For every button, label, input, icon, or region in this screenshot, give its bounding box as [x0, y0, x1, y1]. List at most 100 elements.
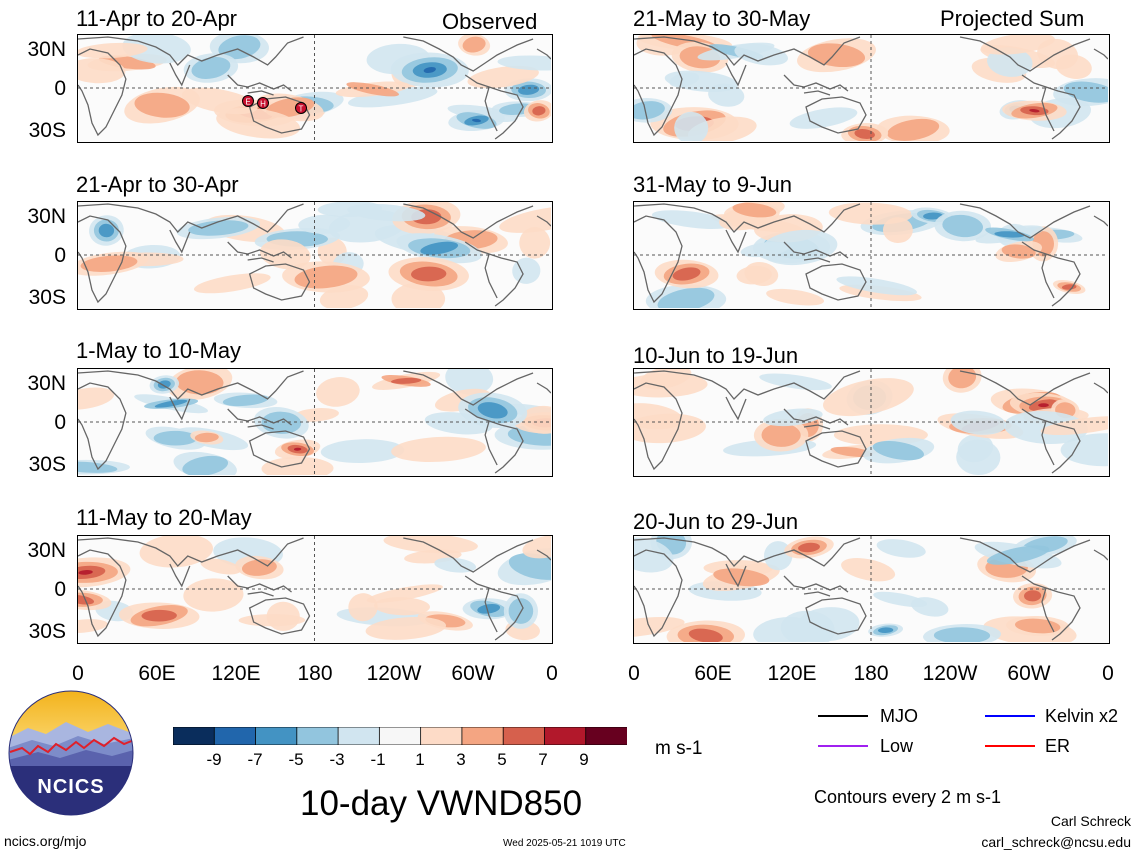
positive-anomaly	[274, 439, 321, 459]
negative-anomaly	[836, 276, 917, 296]
positive-anomaly	[753, 418, 809, 452]
colorbar-label: -5	[288, 750, 304, 769]
panel-title: 31-May to 9-Jun	[633, 172, 792, 197]
negative-anomaly	[497, 548, 551, 586]
legend-line-mjo	[818, 715, 868, 717]
positive-anomaly	[784, 536, 834, 559]
panel-title: 21-Apr to 30-Apr	[76, 172, 239, 197]
negative-anomaly	[396, 233, 482, 264]
lon-label: 0	[1102, 662, 1114, 685]
panel-tag-observed: Observed	[442, 9, 538, 34]
negative-anomaly	[173, 451, 237, 475]
positive-anomaly	[1040, 416, 1108, 436]
positive-anomaly	[522, 536, 551, 559]
colorbar-swatch	[585, 726, 628, 746]
negative-anomaly	[448, 109, 505, 132]
negative-anomaly	[347, 86, 438, 108]
colorbar-swatch	[213, 726, 257, 746]
colorbar-swatch	[544, 726, 587, 746]
positive-anomaly	[797, 38, 876, 73]
panel-title: 11-May to 20-May	[76, 505, 252, 530]
coastlines	[634, 203, 1108, 307]
negative-anomaly	[634, 537, 674, 573]
negative-anomaly	[734, 43, 788, 66]
colorbar-label: -7	[247, 750, 263, 769]
vwnd-map	[634, 35, 1108, 141]
lon-label: 120E	[211, 662, 261, 685]
positive-anomaly	[458, 35, 491, 56]
footer-email: carl_schreck@ncsu.edu	[981, 834, 1131, 850]
lat-label-30n: 30N	[27, 205, 66, 228]
negative-anomaly	[390, 52, 469, 88]
lon-label: 120W	[366, 662, 422, 685]
panel-title: 11-Apr to 20-Apr	[76, 6, 238, 31]
negative-anomaly	[651, 210, 732, 229]
negative-anomaly	[923, 624, 1001, 642]
colorbar-label: -3	[329, 750, 345, 769]
legend-label-low: Low	[880, 736, 914, 756]
legend-label-er: ER	[1045, 736, 1071, 756]
colorbar-label: 3	[456, 750, 466, 769]
negative-anomaly	[868, 623, 904, 637]
colorbar-units: m s-1	[655, 738, 703, 759]
negative-anomaly	[89, 215, 124, 246]
positive-anomaly	[666, 620, 745, 642]
map-panel	[77, 201, 553, 310]
lon-label: 120E	[767, 662, 817, 685]
positive-anomaly	[391, 436, 486, 462]
positive-anomaly	[634, 617, 685, 638]
positive-anomaly	[1002, 100, 1067, 121]
panel-title: 20-Jun to 29-Jun	[633, 509, 799, 534]
svg-text:E: E	[245, 98, 250, 107]
legend-line-low	[818, 745, 868, 747]
positive-anomaly	[1052, 280, 1086, 294]
positive-anomaly	[190, 430, 224, 445]
positive-anomaly	[282, 261, 370, 293]
lat-label-30s: 30S	[28, 119, 66, 142]
negative-anomaly	[759, 373, 832, 391]
colorbar-label: 5	[497, 750, 507, 769]
negative-anomaly	[987, 47, 1033, 77]
positive-anomaly	[316, 377, 360, 407]
colorbar-swatches	[172, 726, 628, 746]
positive-anomaly	[841, 558, 896, 582]
positive-anomaly	[261, 456, 334, 475]
coastlines	[78, 370, 551, 474]
vwnd-map	[78, 536, 551, 642]
positive-anomaly	[78, 58, 126, 84]
positive-anomaly	[876, 115, 950, 141]
negative-anomaly	[862, 437, 935, 464]
positive-anomaly	[521, 405, 551, 434]
lat-label-30n: 30N	[27, 539, 66, 562]
negative-anomaly	[149, 375, 180, 394]
colorbar-swatch	[420, 726, 463, 746]
footer-timestamp: Wed 2025-05-21 1019 UTC	[503, 838, 626, 849]
negative-anomaly	[760, 229, 838, 266]
positive-anomaly	[181, 87, 258, 115]
panel-tag-projected: Projected Sum	[940, 6, 1085, 31]
colorbar-label: -1	[370, 750, 386, 769]
contour-note: Contours every 2 m s-1	[814, 787, 1002, 807]
vwnd-map	[634, 369, 1108, 475]
coastlines	[78, 537, 551, 641]
positive-anomaly	[883, 217, 913, 244]
colorbar-swatch	[461, 726, 505, 746]
ncics-logo: NCICS	[8, 690, 134, 816]
legend-line-kelvin	[985, 715, 1035, 717]
negative-anomaly	[974, 541, 1062, 569]
positive-anomaly	[766, 288, 825, 306]
positive-anomaly	[1013, 583, 1053, 609]
positive-anomaly	[78, 619, 108, 634]
negative-anomaly	[708, 83, 745, 107]
storm-marker: H	[257, 97, 269, 109]
colorbar	[172, 726, 628, 746]
lon-label: 180	[297, 662, 333, 685]
negative-anomaly	[674, 111, 709, 141]
footer-website: ncics.org/mjo	[4, 833, 87, 849]
lat-label-0: 0	[54, 578, 66, 601]
negative-anomaly	[145, 426, 206, 450]
positive-anomaly	[519, 227, 551, 259]
positive-anomaly	[183, 578, 244, 612]
lat-label-30n: 30N	[27, 372, 66, 395]
